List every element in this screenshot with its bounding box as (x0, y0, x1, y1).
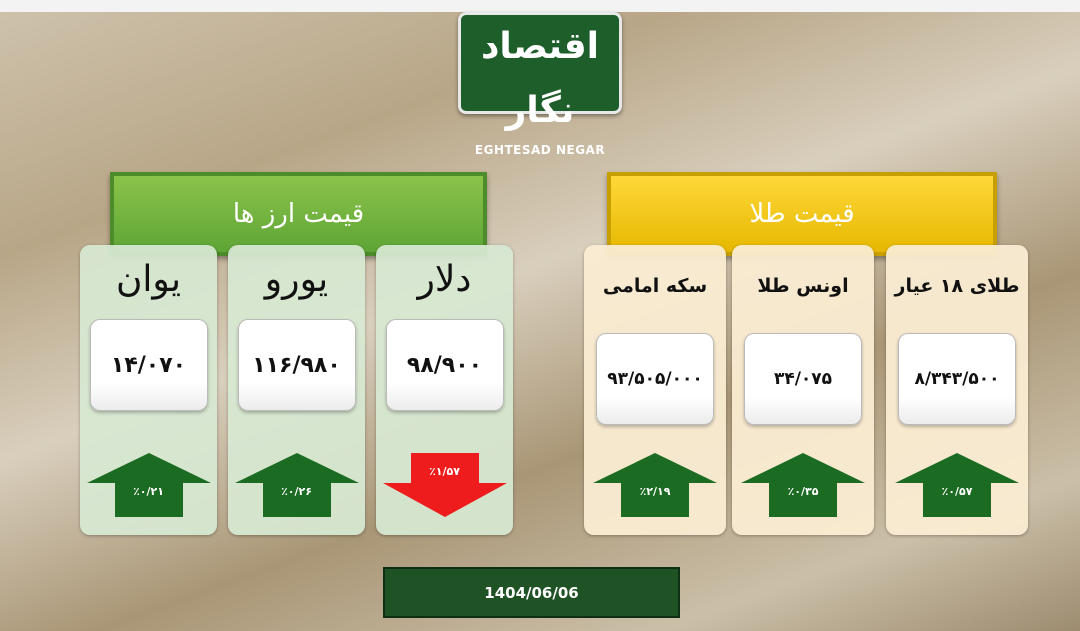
gold-card: طلای ۱۸ عیار ۸/۳۴۳/۵۰۰ ٪۰/۵۷ (886, 245, 1028, 535)
logo-text-en: EGHTESAD NEGAR (474, 143, 606, 157)
arrow-up-icon: ٪۲/۱۹ (593, 453, 717, 517)
arrow-up-icon: ٪۰/۲۶ (234, 453, 359, 517)
arrow-up-icon: ٪۰/۵۷ (895, 453, 1019, 517)
gold-name: سکه امامی (602, 275, 708, 297)
gold-card: اونس طلا ۳۴/۰۷۵ ٪۰/۳۵ (732, 245, 874, 535)
currency-name: یوان (115, 259, 182, 300)
currency-card: یورو ۱۱۶/۹۸۰ ٪۰/۲۶ (228, 245, 365, 535)
currency-banner: قیمت ارز ها (110, 172, 487, 256)
gold-banner: قیمت طلا (607, 172, 997, 256)
gold-change: ٪۰/۳۵ (787, 485, 819, 498)
arrow-up-icon: ٪۰/۲۱ (86, 453, 211, 517)
currency-change: ٪۱/۵۷ (429, 465, 460, 478)
arrow-down-icon: ٪۱/۵۷ (382, 453, 507, 517)
gold-price: ۹۳/۵۰۵/۰۰۰ (596, 333, 714, 425)
currency-name: یورو (264, 259, 329, 300)
currency-change: ٪۰/۲۱ (133, 485, 164, 498)
gold-change: ٪۲/۱۹ (639, 485, 671, 498)
logo: اقتصاد نگار EGHTESAD NEGAR (458, 12, 622, 157)
gold-name: اونس طلا (757, 275, 849, 297)
date-label: 1404/06/06 (383, 567, 680, 618)
currency-card: دلار ۹۸/۹۰۰ ٪۱/۵۷ (376, 245, 513, 535)
currency-change: ٪۰/۲۶ (281, 485, 312, 498)
currency-price: ۱۱۶/۹۸۰ (237, 319, 356, 411)
gold-price: ۸/۳۴۳/۵۰۰ (898, 333, 1016, 425)
gold-card: سکه امامی ۹۳/۵۰۵/۰۰۰ ٪۲/۱۹ (584, 245, 726, 535)
arrow-up-icon: ٪۰/۳۵ (741, 453, 865, 517)
currency-price: ۱۴/۰۷۰ (89, 319, 208, 411)
logo-text-fa: اقتصاد نگار (480, 26, 600, 131)
currency-name: دلار (417, 259, 472, 300)
gold-name: طلای ۱۸ عیار (894, 275, 1020, 297)
currency-card: یوان ۱۴/۰۷۰ ٪۰/۲۱ (80, 245, 217, 535)
top-bar (0, 0, 1080, 12)
gold-price: ۳۴/۰۷۵ (744, 333, 862, 425)
currency-price: ۹۸/۹۰۰ (385, 319, 504, 411)
gold-change: ٪۰/۵۷ (941, 485, 973, 498)
